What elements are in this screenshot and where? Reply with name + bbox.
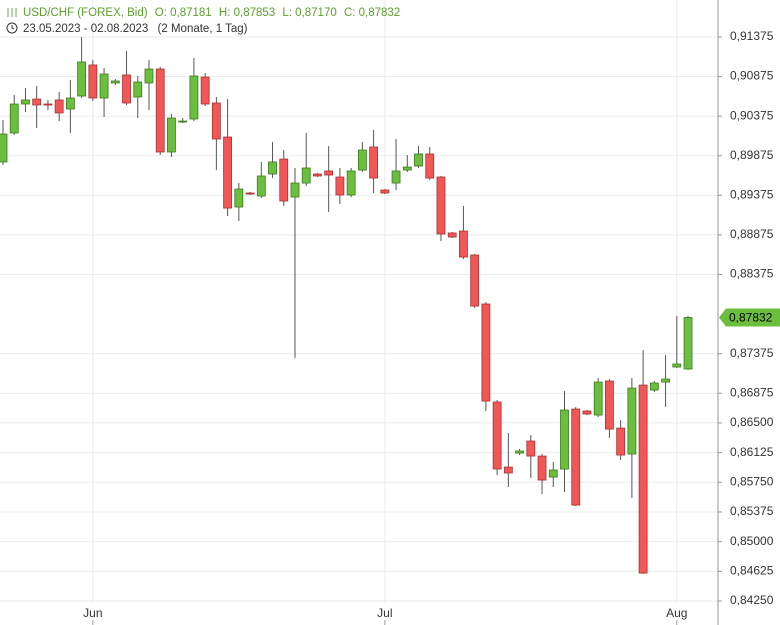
candle-body (313, 173, 322, 177)
candle-body (290, 182, 300, 198)
candle-body (9, 103, 19, 134)
candle-body (683, 317, 693, 370)
y-tick-label: 0,87375 (730, 346, 774, 360)
candle-body (335, 176, 345, 196)
y-tick-label: 0,86875 (730, 385, 774, 399)
date-range: 23.05.2023 - 02.08.2023 (23, 23, 148, 35)
candle-body (369, 146, 378, 179)
symbol-icon (7, 8, 17, 17)
candle-body (459, 230, 468, 258)
candle-body (234, 188, 244, 208)
candle-body (649, 382, 659, 391)
candle-body (43, 103, 53, 106)
candle-body (414, 153, 423, 167)
x-tick-label: Jul (377, 606, 392, 620)
candle-body (571, 408, 581, 506)
last-price-box (719, 308, 780, 327)
y-tick-label: 0,91375 (730, 29, 774, 43)
y-tick-label: 0,85750 (730, 474, 774, 488)
candle-body (268, 161, 277, 175)
candle-body (638, 384, 648, 574)
candle-body (470, 254, 480, 307)
candle-body (661, 378, 670, 383)
last-price-label: 0,87832 (729, 311, 773, 325)
candle-body (99, 73, 109, 99)
candle-body (178, 120, 188, 123)
date-range-line: 23.05.2023 - 02.08.2023 (2 Monate, 1 Tag… (23, 23, 248, 35)
candle-body (189, 75, 199, 120)
close-label: C: 0,87832 (344, 7, 400, 19)
candle-body (65, 97, 75, 110)
y-tick-labels: 0,91375 0,90875 0,90375 0,89875 0,89375 0,888… (718, 29, 774, 607)
y-tick-label: 0,88375 (730, 267, 774, 281)
candle-body (144, 68, 154, 84)
symbol: USD/CHF (FOREX, Bid) (23, 7, 148, 19)
candle-body (548, 469, 558, 478)
y-tick-label: 0,88875 (730, 227, 774, 241)
candle-body (436, 176, 446, 235)
grid (0, 0, 718, 625)
candle-body (122, 74, 131, 104)
candle-body (616, 427, 626, 456)
candle-body (537, 455, 547, 481)
candle-body (223, 136, 233, 209)
y-tick-label: 0,89875 (730, 148, 774, 162)
candle-body (54, 99, 64, 114)
candle-body (503, 466, 513, 474)
y-tick-label: 0,90875 (730, 69, 774, 83)
clock-icon (6, 22, 18, 34)
candle-body (481, 303, 491, 402)
candle-body (357, 149, 367, 171)
duration: (2 Monate, 1 Tag) (158, 23, 248, 35)
candle-body (88, 64, 98, 99)
candle-body (133, 81, 143, 98)
y-tick-label: 0,86125 (730, 445, 774, 459)
candle-body (515, 450, 524, 454)
candle-body (391, 170, 401, 184)
candle-body (425, 153, 435, 179)
high-label: H: 0,87853 (219, 7, 275, 19)
y-tick-label: 0,85375 (730, 504, 774, 518)
candle-body (402, 166, 412, 171)
candle-body (593, 381, 603, 416)
open-label: O: 0,87181 (155, 7, 212, 19)
candle-body (256, 175, 266, 197)
candle-body (167, 117, 176, 153)
candle-body (155, 68, 165, 153)
x-tick-label: Aug (666, 606, 687, 620)
header-line: USD/CHF (FOREX, Bid) O: 0,87181 H: 0,878… (23, 7, 400, 19)
candle-body (605, 380, 614, 430)
y-tick-label: 0,85000 (730, 534, 774, 548)
candle-body (492, 401, 502, 470)
last-price: 0,87832 (719, 308, 780, 327)
candle-body (560, 409, 569, 470)
candle-body (627, 387, 637, 455)
candle-body (324, 170, 334, 176)
candle-body (245, 192, 255, 195)
y-tick-label: 0,90375 (730, 108, 774, 122)
candle-body (0, 133, 8, 163)
candle-body (77, 61, 87, 97)
candle-body (200, 76, 210, 105)
candle-body (582, 410, 592, 415)
y-tick-label: 0,89375 (730, 187, 774, 201)
low-label: L: 0,87170 (282, 7, 336, 19)
candle-body (301, 167, 311, 184)
candle-body (346, 170, 356, 196)
candle-body (110, 80, 120, 84)
candle-body (380, 189, 390, 194)
y-tick-label: 0,84625 (730, 564, 774, 578)
candle-body (672, 363, 682, 368)
candle-body (447, 232, 457, 238)
y-tick-label: 0,86500 (730, 415, 774, 429)
candle-body (279, 158, 289, 202)
x-tick-label: Jun (83, 606, 102, 620)
y-tick-label: 0,84250 (730, 593, 774, 607)
candles (0, 36, 693, 575)
candle-body (526, 440, 536, 457)
candle-body (32, 98, 42, 106)
candle-body (211, 102, 221, 140)
candle-body (21, 99, 30, 105)
